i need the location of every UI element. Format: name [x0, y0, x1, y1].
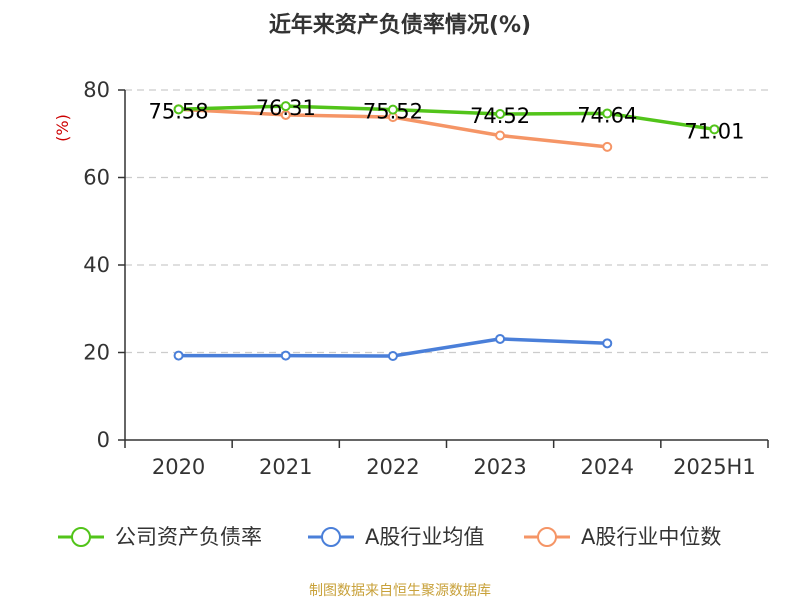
legend-swatch-marker — [71, 527, 91, 547]
x-tick-label: 2022 — [366, 455, 419, 479]
data-point — [173, 104, 184, 115]
data-label: 74.52 — [470, 104, 530, 128]
legend-label: A股行业均值 — [365, 525, 484, 549]
data-point — [602, 108, 613, 119]
data-point — [495, 108, 506, 119]
data-point — [387, 104, 398, 115]
y-tick-label: 80 — [83, 78, 110, 102]
data-point — [709, 124, 720, 135]
data-labels: 75.58 76.31 75.52 74.52 74.64 71.01 — [149, 96, 745, 143]
y-tick-label: 40 — [83, 253, 110, 277]
series-layer — [173, 101, 720, 361]
data-point — [387, 351, 398, 361]
x-tick-label: 2023 — [473, 455, 526, 479]
legend-item-2[interactable]: A股行业中位数 — [524, 525, 721, 549]
x-tick-label: 2021 — [259, 455, 312, 479]
chart-title: 近年来资产负债率情况(%) — [269, 12, 531, 38]
source-note: 制图数据来自恒生聚源数据库 — [309, 583, 491, 599]
x-tick-label: 2025H1 — [673, 455, 756, 479]
legend-label: A股行业中位数 — [581, 525, 721, 549]
legend-item-0[interactable]: 公司资产负债率 — [58, 525, 262, 549]
data-label: 75.52 — [363, 100, 423, 124]
legend-swatch-marker — [537, 527, 557, 547]
data-point — [280, 101, 291, 112]
legend[interactable]: 公司资产负债率 A股行业均值 A股行业中位数 — [58, 525, 721, 549]
legend-item-1[interactable]: A股行业均值 — [308, 525, 484, 549]
x-tick-label: 2020 — [152, 455, 205, 479]
data-point — [495, 130, 506, 141]
axes: 0 20 40 60 80 2020 2021 2022 2023 2024 2025H1 — [83, 78, 769, 479]
data-label: 74.64 — [577, 103, 637, 127]
data-label: 71.01 — [684, 119, 744, 143]
grid-lines — [125, 89, 768, 354]
data-label: 76.31 — [256, 96, 316, 120]
y-tick-label: 20 — [83, 341, 110, 365]
series-line-0 — [178, 104, 715, 132]
y-axis-unit: (%) — [53, 114, 72, 142]
data-point — [173, 350, 184, 361]
data-point — [495, 333, 506, 344]
data-label: 75.58 — [149, 99, 209, 123]
data-point — [602, 338, 613, 349]
data-point — [602, 141, 613, 152]
legend-swatch-marker — [321, 527, 341, 547]
x-tick-label: 2024 — [581, 455, 634, 479]
y-tick-label: 60 — [83, 166, 110, 190]
y-tick-label: 0 — [97, 428, 110, 452]
data-point — [280, 350, 291, 361]
legend-label: 公司资产负债率 — [115, 525, 262, 549]
